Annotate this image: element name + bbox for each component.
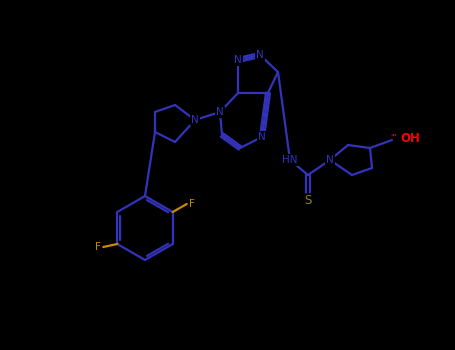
- Text: F: F: [96, 242, 101, 252]
- Text: S: S: [304, 195, 312, 208]
- Text: F: F: [189, 199, 195, 209]
- Text: N: N: [256, 50, 264, 60]
- Text: N: N: [258, 132, 266, 142]
- Text: N: N: [326, 155, 334, 165]
- Text: OH: OH: [400, 132, 420, 145]
- Text: N: N: [216, 107, 224, 117]
- Text: HN: HN: [282, 155, 298, 165]
- Text: ''': ''': [391, 133, 397, 142]
- Text: N: N: [234, 55, 242, 65]
- Text: N: N: [191, 115, 199, 125]
